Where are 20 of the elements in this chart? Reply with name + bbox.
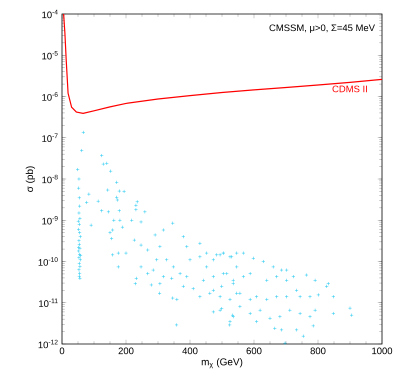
y-tick-label: 10$^{-12}$ bbox=[38, 340, 58, 348]
y-axis-title: σ (pb) bbox=[26, 166, 36, 192]
series-label: CDMS II bbox=[332, 86, 367, 92]
y-tick-label: 10$^{-9}$ bbox=[42, 216, 58, 225]
y-tick-label: 10$^{-5}$ bbox=[42, 51, 58, 60]
x-tick-label: 200 bbox=[118, 348, 134, 354]
x-tick-label: 1000 bbox=[372, 348, 392, 354]
x-tick-label: 600 bbox=[246, 348, 262, 354]
line-series bbox=[63, 14, 382, 114]
annotation: CMSSM, μ>0, Σ=45 MeV bbox=[270, 24, 375, 33]
y-tick-label: 10$^{-6}$ bbox=[42, 92, 58, 101]
y-tick-label: 10$^{-8}$ bbox=[42, 174, 58, 184]
y-tick-label: 10$^{-7}$ bbox=[42, 134, 58, 142]
x-tick-label: 800 bbox=[310, 348, 326, 354]
x-tick-label: 400 bbox=[182, 348, 198, 354]
x-tick-label: 0 bbox=[60, 348, 64, 354]
y-tick-label: 10$^{-4}$ bbox=[42, 10, 58, 18]
y-tick-label: 10$^{-11}$ bbox=[39, 298, 58, 307]
y-tick-label: 10$^{-10}$ bbox=[38, 257, 58, 266]
x-axis-title: m$_{χ}$ (GeV) bbox=[202, 358, 242, 368]
